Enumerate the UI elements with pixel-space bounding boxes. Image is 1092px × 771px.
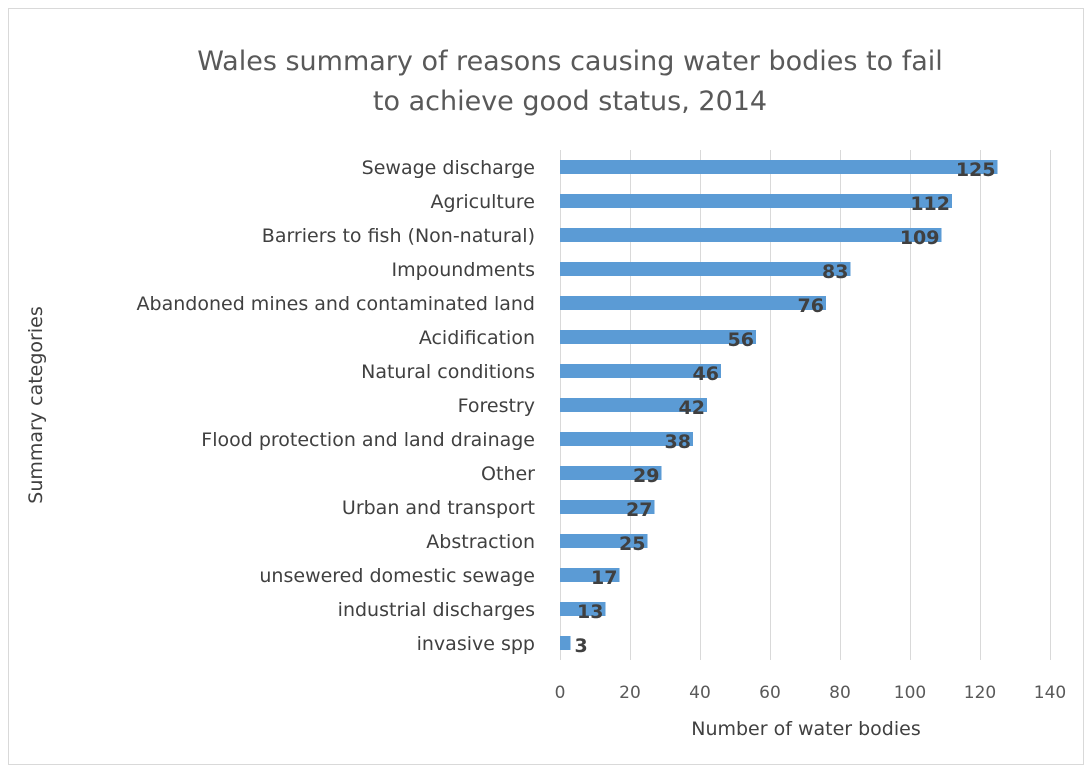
category-label: Acidification [419,327,535,349]
category-label: Forestry [458,395,535,417]
data-label: 17 [591,567,617,589]
bar [560,228,942,242]
category-label: Agriculture [431,191,536,213]
chart-frame [8,8,1084,765]
x-tick-label: 140 [1034,683,1066,703]
bar [560,432,693,446]
bar [560,330,756,344]
x-tick-labels: 0 20 40 60 80 100 120 140 [555,683,1067,703]
bar [560,296,826,310]
category-label: Sewage discharge [362,157,535,179]
category-label: unsewered domestic sewage [259,565,535,587]
x-tick-label: 20 [619,683,641,703]
x-axis-title: Number of water bodies [691,718,921,740]
data-label: 83 [822,261,848,283]
x-tick-label: 100 [894,683,926,703]
y-axis-title: Summary categories [25,306,47,503]
data-label: 125 [956,159,996,181]
bar [560,364,721,378]
bar [560,262,851,276]
category-labels: Sewage discharge Agriculture Barriers to f… [137,157,536,655]
data-label: 42 [679,397,705,419]
data-label: 29 [633,465,659,487]
data-label: 112 [910,193,950,215]
data-label: 109 [900,227,940,249]
bar [560,534,648,548]
bar [560,160,998,174]
bar [560,466,662,480]
bars [560,160,998,650]
x-tick-label: 0 [555,683,566,703]
x-tick-label: 40 [689,683,711,703]
data-label: 13 [577,601,603,623]
bar [560,500,655,514]
category-label: Urban and transport [342,497,535,519]
category-label: Impoundments [391,259,535,281]
category-label: Other [481,463,535,485]
chart-title-line-1: Wales summary of reasons causing water b… [197,46,943,77]
data-label: 27 [626,499,652,521]
bar [560,568,620,582]
data-label: 46 [693,363,719,385]
bar [560,398,707,412]
category-label: Abandoned mines and contaminated land [137,293,535,315]
category-label: Abstraction [426,531,535,553]
category-label: Flood protection and land drainage [201,429,535,451]
x-tick-label: 80 [829,683,851,703]
bar [560,602,606,616]
bar [560,194,952,208]
category-label: invasive spp [417,633,535,655]
category-label: industrial discharges [338,599,535,621]
x-tick-label: 60 [759,683,781,703]
chart-title-line-2: to achieve good status, 2014 [373,86,767,117]
category-label: Natural conditions [361,361,535,383]
x-tick-label: 120 [964,683,996,703]
data-label: 25 [619,533,645,555]
data-label: 56 [728,329,754,351]
bar [560,636,571,650]
data-label: 38 [665,431,691,453]
category-label: Barriers to fish (Non-natural) [262,225,535,247]
data-label: 3 [575,635,588,657]
data-label: 76 [798,295,824,317]
